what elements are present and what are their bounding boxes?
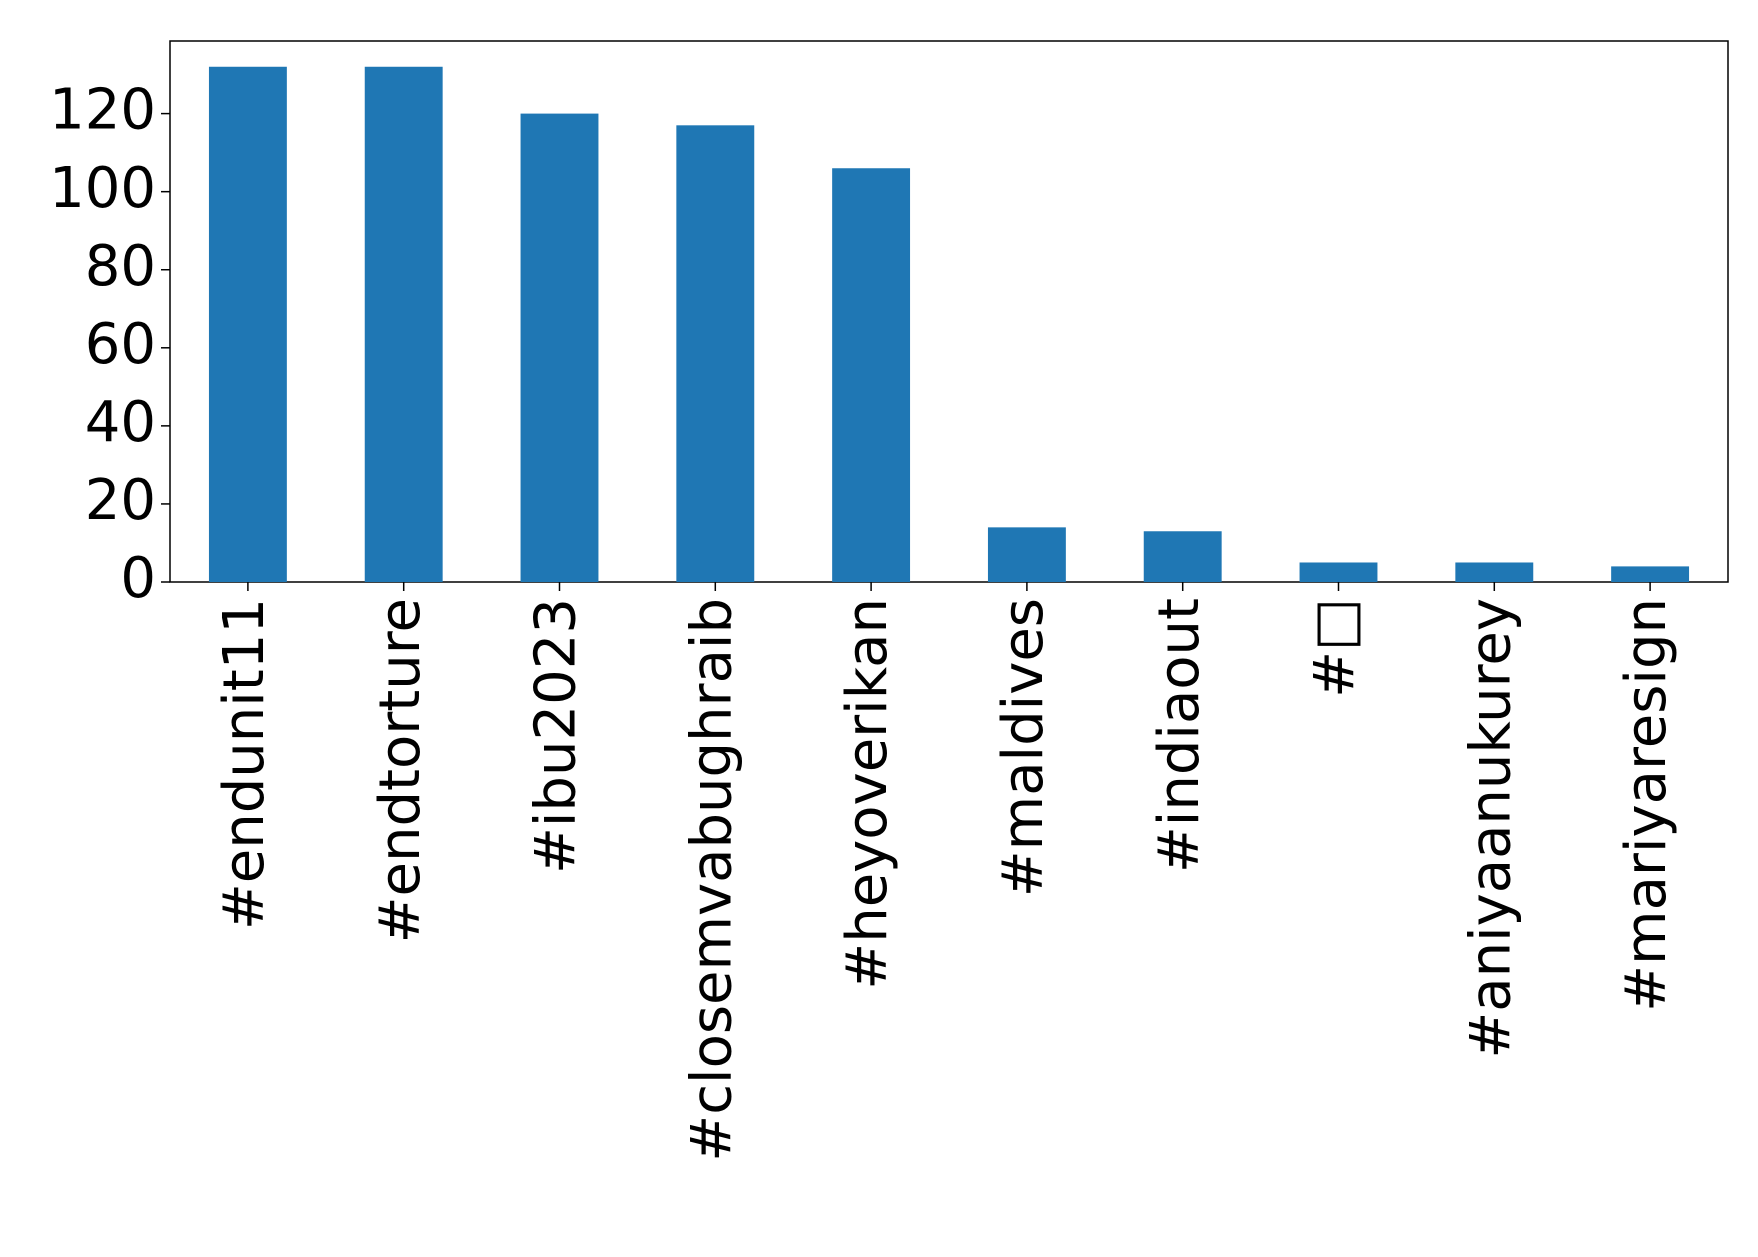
y-tick-label: 20 [85, 468, 156, 533]
y-tick-label: 120 [49, 78, 156, 143]
bar [1611, 566, 1690, 582]
x-tick-label: #endunit11 [212, 598, 277, 930]
x-tick-label: #endtorture [368, 598, 433, 943]
bar [364, 66, 443, 582]
bar [987, 527, 1066, 582]
y-tick-label: 60 [85, 312, 156, 377]
bar [832, 168, 911, 582]
bar [208, 66, 287, 582]
bar [1455, 562, 1534, 582]
plot-frame [169, 40, 1729, 583]
x-tick-label: #closemvabughraib [679, 598, 744, 1162]
y-tick-label: 100 [49, 156, 156, 221]
bar [676, 125, 755, 582]
bar [1143, 531, 1222, 582]
bar [1299, 562, 1378, 582]
x-tick-label: #heyoverikan [835, 598, 900, 990]
x-tick-label: #□ [1303, 598, 1368, 698]
bar [520, 113, 599, 582]
x-tick-label: #indiaout [1147, 598, 1212, 873]
x-tick-label: #aniyaanukurey [1458, 598, 1523, 1059]
x-tick-label: #maldives [991, 598, 1056, 897]
x-tick-label: #mariyaresign [1614, 598, 1679, 1012]
y-tick-label: 0 [120, 546, 156, 611]
x-tick-label: #ibu2023 [524, 598, 589, 874]
y-tick-label: 40 [85, 390, 156, 455]
y-tick-label: 80 [85, 234, 156, 299]
